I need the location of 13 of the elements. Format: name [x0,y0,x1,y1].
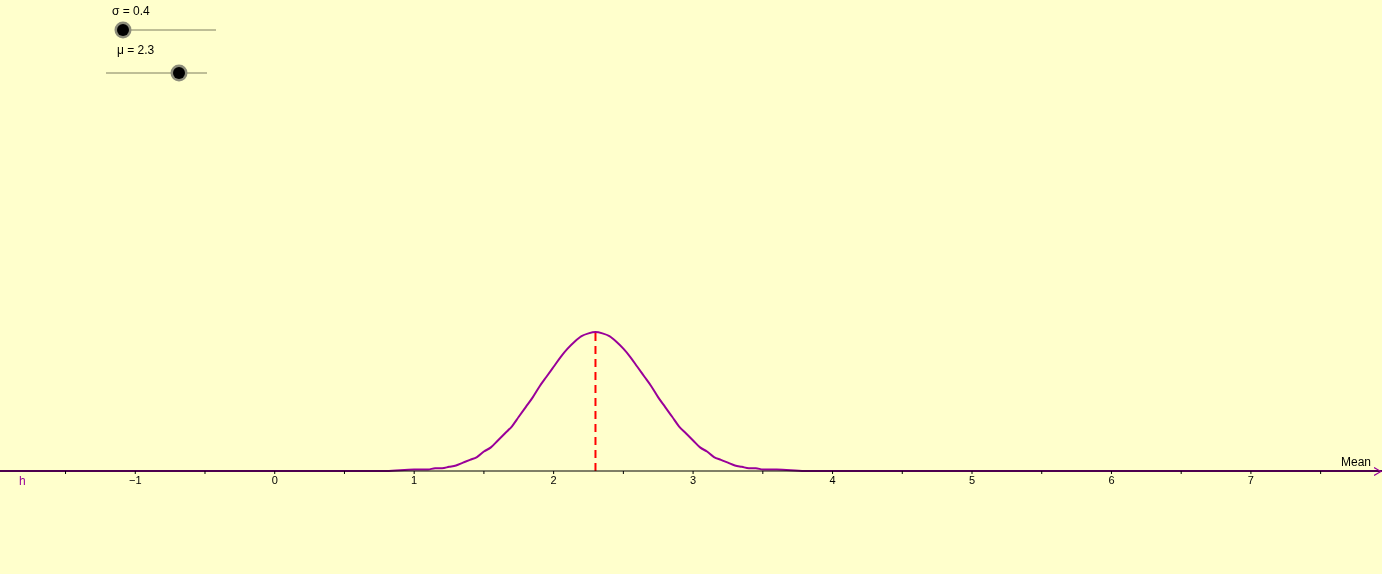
x-tick-label: 5 [968,473,976,486]
x-tick-label: 6 [1108,473,1115,486]
x-axis-title: Mean [1341,455,1372,469]
x-tick-label: −1 [129,473,142,486]
x-tick-label: 0 [271,473,278,486]
text: σ = 0.4 [112,4,150,18]
text: h [19,474,26,488]
x-tick-label: 2 [550,473,557,486]
x-tick-label: 7 [1247,473,1254,486]
x-tick-label: 1 [411,473,418,486]
x-tick-label: 3 [690,473,697,486]
x-tick-label: 4 [829,473,836,486]
text: μ = 2.3 [117,43,155,57]
